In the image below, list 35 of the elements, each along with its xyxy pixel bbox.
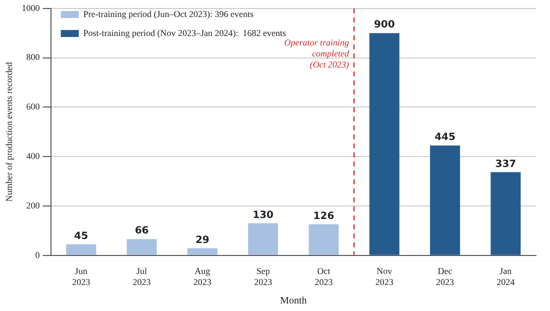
x-tick-label: Jul 2023 <box>132 266 152 287</box>
x-axis-title: Month <box>280 296 307 307</box>
x-tick-label: Jun 2023 <box>72 266 91 287</box>
y-tick-label: 1000 <box>22 2 40 13</box>
x-tick-label: Nov 2023 <box>375 266 394 287</box>
ref-line-label: Operator training completed (Oct 2023) <box>284 37 350 70</box>
bar <box>66 244 96 255</box>
y-tick-label: 800 <box>26 52 40 62</box>
data-label: 445 <box>434 132 456 144</box>
legend-label: Pre-training period (Jun–Oct 2023): 396 events <box>83 8 254 19</box>
data-label: 900 <box>374 20 395 31</box>
y-tick-label: 600 <box>26 102 40 112</box>
data-label: 45 <box>74 230 88 242</box>
x-tick-label: Sep 2023 <box>254 266 273 287</box>
x-tick-label: Aug 2023 <box>193 266 212 287</box>
data-label: 126 <box>313 210 334 222</box>
bar <box>187 248 218 255</box>
bar <box>126 239 157 255</box>
legend-label: Post-training period (Nov 2023–Jan 2024): 1682 events <box>83 28 287 38</box>
y-axis-title: Number of production events recorded <box>4 62 14 202</box>
bar <box>369 33 400 255</box>
bar <box>490 172 521 255</box>
y-tick-label: 200 <box>26 200 40 210</box>
bar <box>248 223 278 255</box>
data-label: 337 <box>495 158 516 170</box>
bar <box>430 145 460 255</box>
x-tick-label: Oct 2023 <box>314 266 334 287</box>
data-label: 29 <box>195 234 210 246</box>
y-tick-label: 400 <box>26 150 40 161</box>
data-label: 130 <box>252 210 274 221</box>
bar <box>308 224 339 255</box>
x-tick-label: Dec 2023 <box>436 266 455 287</box>
y-tick-label: 0 <box>35 250 40 260</box>
x-tick-label: Jan 2024 <box>496 266 516 287</box>
data-label: 66 <box>134 226 149 237</box>
